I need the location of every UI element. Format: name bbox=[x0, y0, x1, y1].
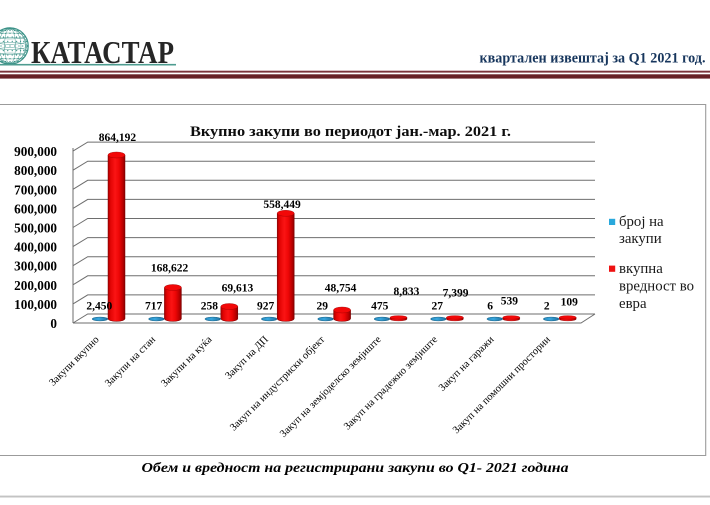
svg-text:2: 2 bbox=[544, 301, 550, 313]
svg-text:број на: број на bbox=[619, 214, 664, 230]
svg-text:закупи: закупи bbox=[619, 231, 662, 247]
svg-text:258: 258 bbox=[201, 301, 219, 313]
svg-text:евра: евра bbox=[619, 296, 647, 312]
svg-text:558,449: 558,449 bbox=[263, 199, 301, 211]
svg-text:29: 29 bbox=[317, 301, 329, 313]
svg-text:6: 6 bbox=[487, 301, 493, 313]
svg-text:475: 475 bbox=[371, 301, 389, 313]
svg-text:109: 109 bbox=[561, 296, 579, 308]
svg-text:864,192: 864,192 bbox=[99, 132, 137, 144]
svg-text:48,754: 48,754 bbox=[325, 282, 357, 294]
svg-text:717: 717 bbox=[145, 301, 163, 313]
svg-text:69,613: 69,613 bbox=[222, 282, 254, 294]
svg-text:вкупна: вкупна bbox=[619, 261, 663, 277]
svg-text:539: 539 bbox=[501, 295, 519, 307]
svg-text:168,622: 168,622 bbox=[151, 262, 189, 274]
svg-text:500,000: 500,000 bbox=[14, 221, 57, 236]
svg-text:27: 27 bbox=[432, 301, 444, 313]
svg-text:0: 0 bbox=[50, 316, 57, 331]
svg-text:927: 927 bbox=[257, 301, 275, 313]
svg-text:вредност во: вредност во bbox=[619, 279, 694, 295]
svg-text:8,833: 8,833 bbox=[393, 286, 419, 298]
svg-text:200,000: 200,000 bbox=[14, 278, 57, 293]
svg-text:900,000: 900,000 bbox=[14, 144, 57, 159]
svg-text:Вкупно закупи во периодот јан.: Вкупно закупи во периодот јан.-мар. 2021… bbox=[190, 124, 511, 140]
svg-text:100,000: 100,000 bbox=[14, 297, 57, 312]
svg-text:400,000: 400,000 bbox=[14, 240, 57, 255]
svg-text:7,399: 7,399 bbox=[443, 287, 469, 299]
svg-text:300,000: 300,000 bbox=[14, 259, 57, 274]
svg-text:700,000: 700,000 bbox=[14, 182, 57, 197]
svg-text:Обем и вредност на регистриран: Обем и вредност на регистрирани закупи в… bbox=[142, 461, 569, 476]
svg-text:800,000: 800,000 bbox=[14, 163, 57, 178]
svg-text:600,000: 600,000 bbox=[14, 201, 57, 216]
svg-text:квартален извештај за Q1 2021: квартален извештај за Q1 2021 год. bbox=[480, 51, 706, 67]
svg-text:2,450: 2,450 bbox=[86, 301, 112, 313]
